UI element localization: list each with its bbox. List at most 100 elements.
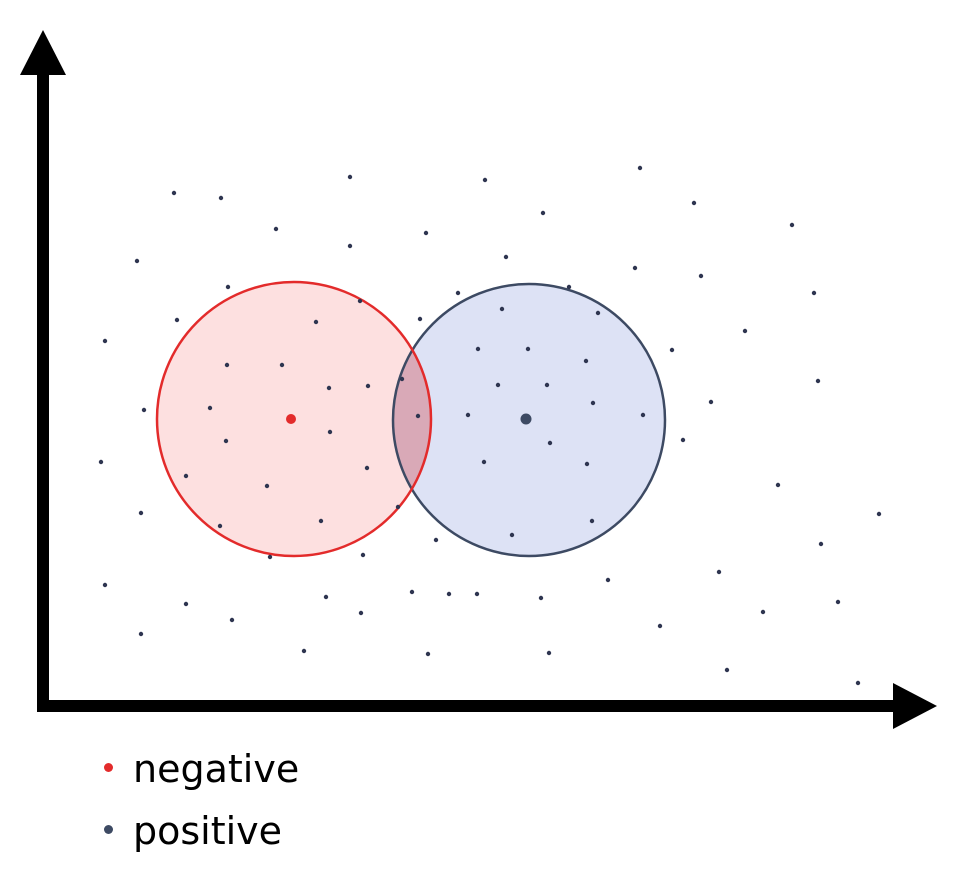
sample-point xyxy=(217,523,223,529)
sample-point xyxy=(218,195,224,201)
sample-point xyxy=(835,599,841,605)
sample-point xyxy=(475,346,481,352)
sample-point xyxy=(102,582,108,588)
sample-point xyxy=(811,290,817,296)
sample-point xyxy=(415,413,421,419)
sample-point xyxy=(716,569,722,575)
sample-point xyxy=(637,165,643,171)
sample-point xyxy=(540,210,546,216)
sample-point xyxy=(134,258,140,264)
sample-point xyxy=(566,284,572,290)
sample-point xyxy=(691,200,697,206)
sample-point xyxy=(264,483,270,489)
sample-point xyxy=(632,265,638,271)
sample-point xyxy=(455,290,461,296)
sample-point xyxy=(547,440,553,446)
sample-point xyxy=(347,174,353,180)
sample-point xyxy=(313,319,319,325)
legend-item-negative: negative xyxy=(104,750,299,788)
sample-point xyxy=(583,358,589,364)
sample-point xyxy=(98,459,104,465)
sample-point xyxy=(174,317,180,323)
sample-point xyxy=(395,504,401,510)
sample-point xyxy=(357,298,363,304)
sample-point xyxy=(584,461,590,467)
sample-point xyxy=(138,631,144,637)
sample-point xyxy=(481,459,487,465)
sample-point xyxy=(503,254,509,260)
sample-point xyxy=(499,306,505,312)
sample-point xyxy=(365,383,371,389)
sample-point xyxy=(589,518,595,524)
sample-point xyxy=(141,407,147,413)
sample-point xyxy=(223,438,229,444)
sample-point xyxy=(657,623,663,629)
sample-point xyxy=(495,382,501,388)
sample-point xyxy=(876,511,882,517)
sample-point xyxy=(138,510,144,516)
sample-point xyxy=(546,650,552,656)
sample-point xyxy=(423,230,429,236)
sample-point xyxy=(207,405,213,411)
sample-point xyxy=(742,328,748,334)
sample-point xyxy=(760,609,766,615)
legend-label-negative: negative xyxy=(133,747,300,791)
sample-point xyxy=(326,385,332,391)
sample-point xyxy=(347,243,353,249)
sample-point xyxy=(855,680,861,686)
sample-point xyxy=(818,541,824,547)
y-axis-arrowhead-icon xyxy=(20,30,66,75)
sample-point xyxy=(698,273,704,279)
sample-point xyxy=(318,518,324,524)
sample-point xyxy=(183,601,189,607)
sample-point xyxy=(360,552,366,558)
sample-point xyxy=(474,591,480,597)
sample-point xyxy=(409,589,415,595)
sample-point xyxy=(544,382,550,388)
sample-point xyxy=(171,190,177,196)
sample-point xyxy=(301,648,307,654)
sample-point xyxy=(425,651,431,657)
sample-point xyxy=(669,347,675,353)
sample-point xyxy=(224,362,230,368)
legend-item-positive: positive xyxy=(104,812,282,850)
sample-point xyxy=(775,482,781,488)
sample-point xyxy=(225,284,231,290)
negative-dot-icon xyxy=(104,763,113,772)
sample-point xyxy=(323,594,329,600)
sample-point xyxy=(417,316,423,322)
positive-anchor-point xyxy=(520,413,532,425)
sample-point xyxy=(433,537,439,543)
sample-point xyxy=(358,610,364,616)
negative-boundary xyxy=(155,280,433,558)
positive-dot-icon xyxy=(104,825,113,834)
sample-point xyxy=(640,412,646,418)
sample-point xyxy=(605,577,611,583)
sample-point xyxy=(102,338,108,344)
sample-point xyxy=(724,667,730,673)
sample-point xyxy=(327,429,333,435)
sample-point xyxy=(525,346,531,352)
sample-point xyxy=(446,591,452,597)
sample-point xyxy=(538,595,544,601)
sample-point xyxy=(595,310,601,316)
sample-point xyxy=(680,437,686,443)
sample-point xyxy=(708,399,714,405)
sample-point xyxy=(267,554,273,560)
sample-point xyxy=(789,222,795,228)
positive-boundary xyxy=(391,282,667,558)
sample-point xyxy=(590,400,596,406)
sample-point xyxy=(273,226,279,232)
legend-label-positive: positive xyxy=(133,809,283,853)
sample-point xyxy=(509,532,515,538)
sample-point xyxy=(364,465,370,471)
sample-point xyxy=(815,378,821,384)
sample-point xyxy=(482,177,488,183)
sample-point xyxy=(229,617,235,623)
negative-anchor-point xyxy=(286,414,296,424)
sample-point xyxy=(279,362,285,368)
sample-point xyxy=(399,376,405,382)
sample-point xyxy=(465,412,471,418)
axes xyxy=(20,30,937,729)
